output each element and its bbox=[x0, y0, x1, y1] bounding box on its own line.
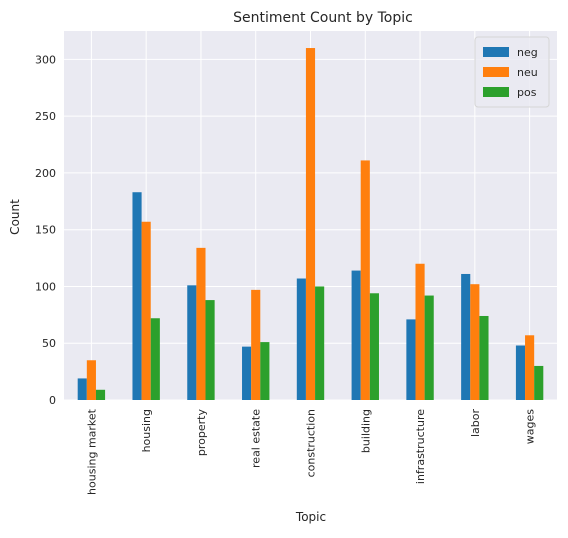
bar-neu-property bbox=[196, 247, 206, 400]
legend-label-neu: neu bbox=[517, 66, 538, 79]
legend-swatch-neg bbox=[483, 47, 509, 57]
bar-neu-infrastructure bbox=[415, 263, 425, 400]
bar-pos-infrastructure bbox=[424, 295, 434, 400]
bar-pos-building bbox=[369, 293, 379, 400]
bar-pos-wages bbox=[534, 365, 544, 400]
bar-neu-housing-market bbox=[86, 360, 96, 400]
bar-neg-housing-market bbox=[77, 378, 87, 400]
legend-label-neg: neg bbox=[517, 46, 538, 59]
bar-pos-labor bbox=[479, 315, 489, 400]
y-tick-label: 50 bbox=[42, 337, 56, 350]
bar-pos-housing bbox=[150, 318, 160, 400]
bars bbox=[77, 48, 544, 401]
x-tick-label: housing bbox=[140, 409, 153, 452]
bar-pos-real-estate bbox=[260, 342, 270, 400]
bar-neu-housing bbox=[141, 221, 151, 400]
legend-label-pos: pos bbox=[517, 86, 537, 99]
bar-neg-labor bbox=[461, 273, 471, 400]
x-tick-label: housing market bbox=[85, 408, 98, 495]
bar-neg-housing bbox=[132, 192, 142, 400]
y-tick-label: 100 bbox=[35, 280, 56, 293]
x-axis-ticks: housing market housing property real estate… bbox=[85, 408, 536, 495]
y-tick-label: 0 bbox=[49, 394, 56, 407]
bar-neu-real-estate bbox=[251, 289, 261, 400]
legend: neg neu pos bbox=[474, 36, 550, 108]
y-axis-ticks: 0 50 100 150 200 250 300 bbox=[35, 53, 56, 407]
bar-neu-construction bbox=[305, 48, 316, 401]
legend-swatch-pos bbox=[483, 87, 509, 97]
y-tick-label: 200 bbox=[35, 167, 56, 180]
bar-neg-wages bbox=[515, 345, 526, 400]
y-tick-label: 250 bbox=[35, 110, 56, 123]
x-tick-label: real estate bbox=[250, 409, 263, 468]
bar-pos-housing-market bbox=[95, 389, 106, 400]
bar-neg-construction bbox=[296, 278, 306, 400]
y-tick-label: 300 bbox=[35, 53, 56, 66]
x-tick-label: property bbox=[195, 409, 208, 457]
x-tick-label: labor bbox=[469, 409, 482, 438]
y-axis-label: Count bbox=[8, 199, 22, 235]
bar-neg-infrastructure bbox=[406, 319, 416, 400]
bar-neu-labor bbox=[470, 284, 480, 400]
x-tick-label: infrastructure bbox=[414, 409, 427, 484]
bar-pos-construction bbox=[315, 286, 325, 400]
x-tick-label: building bbox=[359, 409, 372, 453]
legend-swatch-neu bbox=[483, 67, 509, 77]
bar-neu-wages bbox=[525, 335, 535, 400]
x-tick-label: construction bbox=[305, 409, 318, 477]
x-axis-label: Topic bbox=[295, 510, 326, 524]
bar-neu-building bbox=[360, 160, 370, 400]
bar-neg-property bbox=[187, 285, 197, 400]
x-tick-label: wages bbox=[524, 409, 537, 444]
bar-pos-property bbox=[205, 300, 215, 400]
bar-neg-building bbox=[351, 270, 361, 400]
chart-title: Sentiment Count by Topic bbox=[233, 10, 413, 26]
y-tick-label: 150 bbox=[35, 224, 56, 237]
bar-neg-real-estate bbox=[242, 346, 252, 400]
